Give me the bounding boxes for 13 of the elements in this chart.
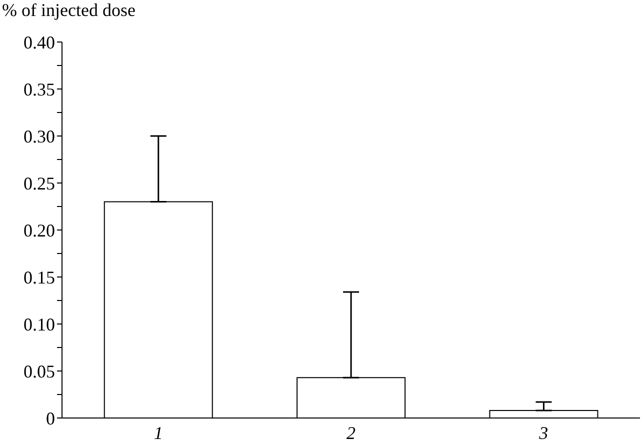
- y-tick-label: 0.35: [24, 79, 55, 100]
- x-tick-label: 3: [538, 422, 548, 443]
- y-axis-title: % of injected dose: [2, 0, 136, 21]
- y-tick-label: 0.30: [24, 126, 55, 146]
- y-tick-label: 0.15: [24, 267, 55, 288]
- y-tick-label: 0.40: [24, 32, 55, 52]
- y-tick-label: 0.10: [24, 314, 55, 334]
- y-tick-label: 0.20: [24, 220, 55, 240]
- x-tick-label: 2: [346, 422, 356, 443]
- x-tick-label: 1: [154, 422, 163, 443]
- y-tick-label: 0.25: [24, 173, 55, 194]
- y-tick-label: 0.05: [24, 361, 55, 382]
- y-tick-label: 0: [46, 408, 55, 428]
